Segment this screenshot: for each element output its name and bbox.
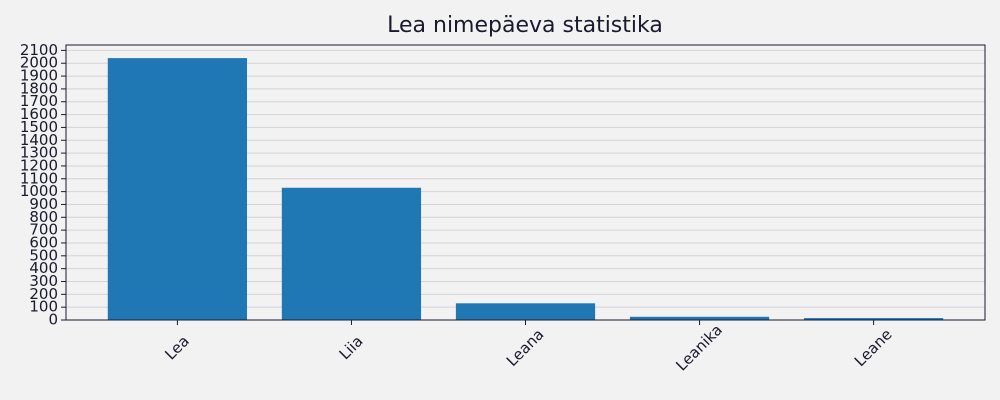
y-tick-label: 100	[29, 298, 58, 316]
chart-title: Lea nimepäeva statistika	[387, 13, 663, 38]
y-tick-label: 600	[29, 233, 58, 251]
y-tick-label: 1400	[20, 131, 58, 149]
y-tick-label: 1700	[20, 92, 58, 110]
bar	[455, 303, 596, 320]
plot-frame	[65, 44, 986, 321]
y-tick-label: 1300	[20, 144, 58, 162]
y-tick-label: 1600	[20, 105, 58, 123]
y-tick-label: 200	[29, 285, 58, 303]
y-tick-label: 700	[29, 221, 58, 239]
y-tick-label: 1000	[20, 182, 58, 200]
y-tick-label: 1800	[20, 79, 58, 97]
y-tick-label: 800	[29, 208, 58, 226]
y-tick-label: 0	[48, 311, 58, 329]
bar	[281, 187, 422, 320]
y-tick-label: 300	[29, 272, 58, 290]
y-tick-label: 1200	[20, 156, 58, 174]
bar	[629, 316, 770, 320]
bar	[107, 58, 248, 320]
y-tick-label: 1100	[20, 169, 58, 187]
y-tick-label: 500	[29, 246, 58, 264]
y-tick-label: 2100	[20, 41, 58, 59]
y-tick-label: 1900	[20, 67, 58, 85]
y-tick-label: 900	[29, 195, 58, 213]
y-tick-label: 400	[29, 259, 58, 277]
y-tick-label: 1500	[20, 118, 58, 136]
y-tick-label: 2000	[20, 54, 58, 72]
bar	[803, 318, 944, 320]
